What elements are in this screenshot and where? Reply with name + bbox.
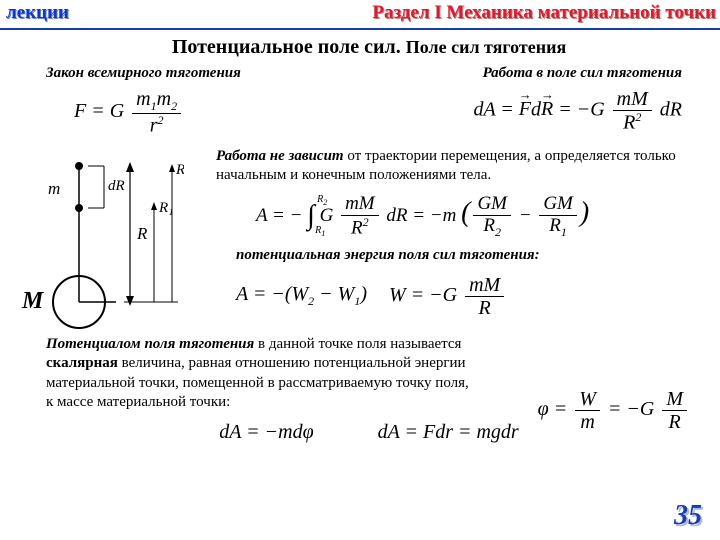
potential-definition: Потенциалом поля тяготения в данной точк… [46,335,476,413]
svg-text:m: m [48,179,60,198]
title-sub: Поле сил тяготения [406,37,566,57]
work-header: Работа в поле сил тяготения [336,65,682,82]
page-title: Потенциальное поле сил. Поле сил тяготен… [46,36,692,59]
page-number: 35 [674,500,702,532]
formula-potential-phi: φ = Wm = −G MR [538,388,690,433]
formula-potential-energy: W = −G mMR [389,274,507,319]
gravity-diagram: m dR R R₁ R₂ [44,154,184,334]
energy-header: потенциальная энергия поля сил тяготения… [236,247,692,264]
svg-text:R₂: R₂ [175,162,184,178]
formula-newton-gravity: F = G m1m2r2 [74,88,336,137]
svg-text:dR: dR [108,178,125,194]
potential-scalar: скалярная [46,355,118,371]
potential-rest1: в данной точке поля называется [254,336,461,352]
formula-dA-phi: dA = −mdφ [219,421,313,443]
formula-work-integral: A = − ∫R2R1 G mMR2 dR = −m (GMR2 − GMR1) [256,194,692,239]
formula-dA-force: dA = Fdr = mgdr [378,421,519,443]
header-lectures: лекции [6,2,69,24]
law-header: Закон всемирного тяготения [46,65,336,82]
title-main: Потенциальное поле сил. [172,36,401,58]
formula-work-differential: dA = FdR = −G mMR2 dR [336,88,682,134]
header-section: Раздел I Механика материальной точки [372,2,716,24]
independence-bold: Работа не зависит [216,148,344,164]
potential-bold: Потенциалом поля тяготения [46,336,254,352]
svg-text:R: R [136,224,148,243]
svg-text:R₁: R₁ [158,200,173,216]
independence-text: Работа не зависит от траектории перемеще… [216,147,692,186]
mass-M-label: M [22,288,43,315]
formula-work-energy: A = −(W2 − W1) [236,283,367,309]
